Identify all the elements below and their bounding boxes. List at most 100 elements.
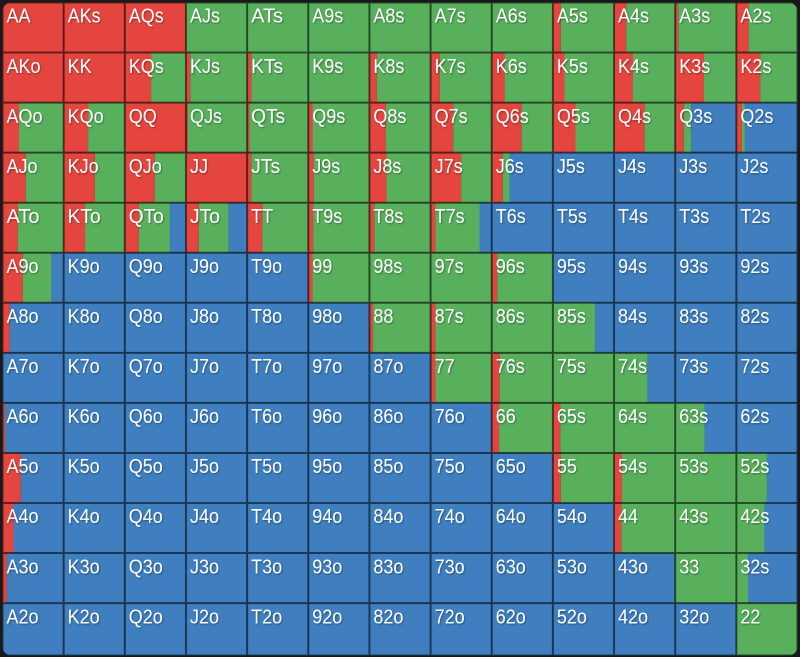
svg-text:KQo: KQo <box>68 106 104 128</box>
svg-text:J2o: J2o <box>190 606 219 628</box>
svg-text:52o: 52o <box>557 606 587 628</box>
svg-text:63s: 63s <box>679 406 708 428</box>
svg-text:A4s: A4s <box>618 6 649 28</box>
svg-text:T4o: T4o <box>251 506 282 528</box>
svg-text:A3o: A3o <box>7 556 39 578</box>
svg-text:KTs: KTs <box>251 56 283 78</box>
svg-text:KK: KK <box>68 56 93 78</box>
svg-text:84s: 84s <box>618 306 647 328</box>
svg-text:75s: 75s <box>557 356 586 378</box>
svg-text:A8s: A8s <box>373 6 404 28</box>
svg-text:72s: 72s <box>740 356 769 378</box>
svg-text:64o: 64o <box>496 506 526 528</box>
svg-text:96s: 96s <box>496 256 525 278</box>
svg-text:32o: 32o <box>679 606 709 628</box>
svg-text:KJs: KJs <box>190 56 220 78</box>
svg-text:Q4o: Q4o <box>129 506 163 528</box>
svg-text:J2s: J2s <box>740 156 768 178</box>
svg-text:62s: 62s <box>740 406 769 428</box>
svg-text:KTo: KTo <box>68 206 101 228</box>
svg-text:84o: 84o <box>373 506 403 528</box>
svg-text:J5o: J5o <box>190 456 219 478</box>
svg-text:87o: 87o <box>373 356 403 378</box>
svg-text:93s: 93s <box>679 256 708 278</box>
svg-text:QQ: QQ <box>129 106 157 128</box>
svg-text:42o: 42o <box>618 606 648 628</box>
svg-text:QJs: QJs <box>190 106 222 128</box>
svg-text:J7s: J7s <box>435 156 463 178</box>
svg-text:K3o: K3o <box>68 556 100 578</box>
svg-text:K8s: K8s <box>373 56 404 78</box>
svg-text:K2o: K2o <box>68 606 100 628</box>
svg-text:Q3s: Q3s <box>679 106 712 128</box>
svg-text:AJs: AJs <box>190 6 220 28</box>
svg-text:53s: 53s <box>679 456 708 478</box>
svg-text:T8s: T8s <box>373 206 403 228</box>
svg-text:K7o: K7o <box>68 356 100 378</box>
svg-text:92o: 92o <box>312 606 342 628</box>
svg-text:96o: 96o <box>312 406 342 428</box>
svg-text:95o: 95o <box>312 456 342 478</box>
svg-text:64s: 64s <box>618 406 647 428</box>
svg-text:KJo: KJo <box>68 156 99 178</box>
svg-text:A5o: A5o <box>7 456 39 478</box>
svg-text:75o: 75o <box>435 456 465 478</box>
svg-text:QTo: QTo <box>129 206 164 228</box>
svg-text:K8o: K8o <box>68 306 100 328</box>
svg-text:Q2o: Q2o <box>129 606 163 628</box>
svg-text:J4s: J4s <box>618 156 646 178</box>
svg-text:Q2s: Q2s <box>740 106 773 128</box>
svg-text:A7o: A7o <box>7 356 39 378</box>
svg-text:TT: TT <box>251 206 273 228</box>
svg-text:K5o: K5o <box>68 456 100 478</box>
svg-text:A2o: A2o <box>7 606 39 628</box>
svg-text:95s: 95s <box>557 256 586 278</box>
svg-text:32s: 32s <box>740 556 769 578</box>
svg-text:Q4s: Q4s <box>618 106 651 128</box>
svg-text:JJ: JJ <box>190 156 208 178</box>
svg-text:76s: 76s <box>496 356 525 378</box>
svg-text:Q3o: Q3o <box>129 556 163 578</box>
svg-text:87s: 87s <box>435 306 464 328</box>
svg-text:A3s: A3s <box>679 6 710 28</box>
svg-text:66: 66 <box>496 406 516 428</box>
svg-text:82s: 82s <box>740 306 769 328</box>
svg-text:K7s: K7s <box>435 56 466 78</box>
svg-text:T8o: T8o <box>251 306 282 328</box>
svg-text:83o: 83o <box>373 556 403 578</box>
svg-text:Q6s: Q6s <box>496 106 529 128</box>
svg-text:K6o: K6o <box>68 406 100 428</box>
svg-text:Q6o: Q6o <box>129 406 163 428</box>
svg-text:94s: 94s <box>618 256 647 278</box>
svg-text:62o: 62o <box>496 606 526 628</box>
svg-text:85s: 85s <box>557 306 586 328</box>
svg-text:A6s: A6s <box>496 6 527 28</box>
svg-text:76o: 76o <box>435 406 465 428</box>
svg-text:74s: 74s <box>618 356 647 378</box>
svg-text:T9s: T9s <box>312 206 342 228</box>
svg-text:K6s: K6s <box>496 56 527 78</box>
svg-text:55: 55 <box>557 456 577 478</box>
svg-text:T2o: T2o <box>251 606 282 628</box>
svg-text:AKo: AKo <box>7 56 41 78</box>
svg-text:AQs: AQs <box>129 6 164 28</box>
svg-text:T5o: T5o <box>251 456 282 478</box>
svg-text:86o: 86o <box>373 406 403 428</box>
svg-text:97s: 97s <box>435 256 464 278</box>
svg-text:J6o: J6o <box>190 406 219 428</box>
svg-text:A4o: A4o <box>7 506 39 528</box>
svg-text:63o: 63o <box>496 556 526 578</box>
svg-text:AA: AA <box>7 6 32 28</box>
svg-text:73o: 73o <box>435 556 465 578</box>
svg-text:44: 44 <box>618 506 638 528</box>
svg-text:A9o: A9o <box>7 256 39 278</box>
svg-text:T3s: T3s <box>679 206 709 228</box>
svg-text:Q8s: Q8s <box>373 106 406 128</box>
svg-text:J7o: J7o <box>190 356 219 378</box>
svg-text:ATo: ATo <box>7 206 40 228</box>
svg-text:73s: 73s <box>679 356 708 378</box>
svg-text:82o: 82o <box>373 606 403 628</box>
svg-text:J4o: J4o <box>190 506 219 528</box>
svg-text:52s: 52s <box>740 456 769 478</box>
svg-text:JTs: JTs <box>251 156 280 178</box>
